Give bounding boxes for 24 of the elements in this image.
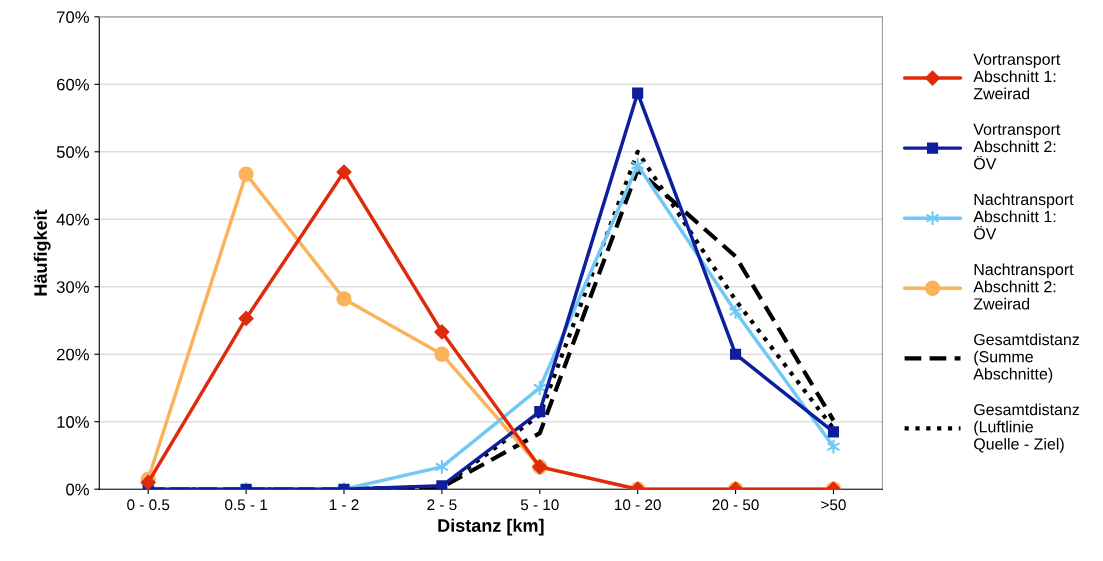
y-tick-label: 10% [57,416,89,428]
y-tick-label: 70% [57,11,89,24]
y-tick-label: 50% [56,146,89,158]
legend-label: Vortransport Abschnitt 1: Zweirad [973,53,1061,100]
x-tick-label: 2 - 5 [427,499,457,511]
x-tick-label: 0 - 0.5 [127,499,170,511]
y-tick-label: 20% [57,348,89,361]
legend-label: Gesamtdistanz (Summe Abschnitte) [973,333,1080,383]
x-tick-label: 1 - 2 [329,499,359,510]
x-tick-label: 10 - 20 [615,499,661,511]
y-tick-label: 0% [66,483,89,496]
x-tick-label: 0.5 - 1 [225,499,268,511]
y-tick-label: 40% [56,213,89,226]
legend-label: Gesamtdistanz (Luftlinie Quelle - Ziel) [974,403,1080,453]
x-tick-label: 5 - 10 [520,499,559,511]
y-tick-label: 60% [57,78,89,91]
x-tick-label: >50 [821,499,846,511]
y-tick-label: 30% [56,281,89,293]
legend-label: Nachtransport Abschnitt 2: Zweirad [973,263,1074,310]
legend-label: Vortransport Abschnitt 2: ÖV [973,123,1061,170]
x-tick-label: 20 - 50 [712,499,759,511]
x-axis-title: Distanz [km] [438,518,544,536]
y-axis-title: Häufigkeit [33,209,51,296]
legend-label: Nachtransport Abschnitt 1: ÖV [973,193,1074,240]
